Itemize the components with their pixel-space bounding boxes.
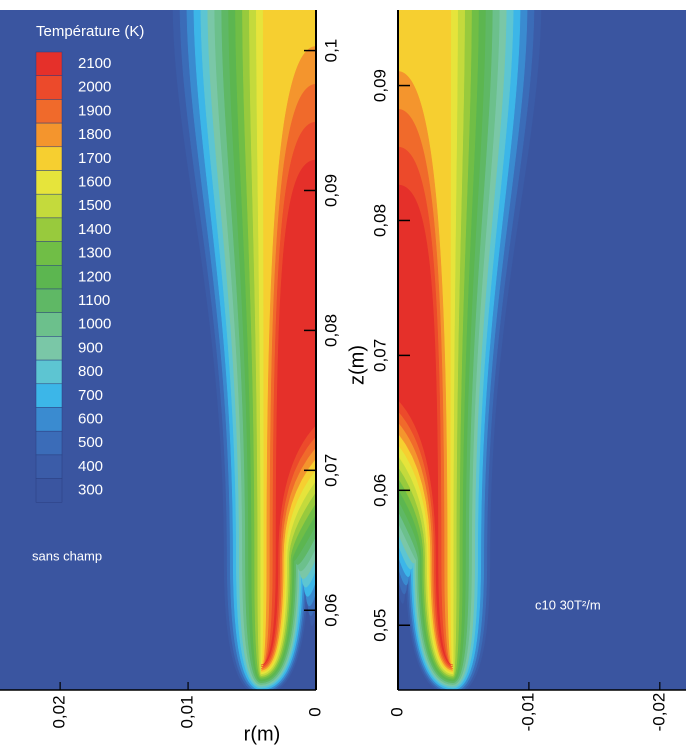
legend-swatch xyxy=(35,241,63,266)
y-axis-label: z(m) xyxy=(346,345,368,385)
y-tick-label: 0,06 xyxy=(321,594,340,627)
legend-swatch xyxy=(35,75,63,100)
legend-swatch xyxy=(35,193,63,219)
legend-title: Température (K) xyxy=(36,23,144,40)
y-tick-label: 0,08 xyxy=(370,204,389,237)
legend-swatch xyxy=(35,430,63,456)
y-tick-label: 0,06 xyxy=(370,474,389,507)
contour-level xyxy=(398,184,454,666)
legend-label: 2000 xyxy=(78,79,111,96)
legend-label: 1200 xyxy=(78,268,111,285)
legend-swatch xyxy=(35,478,63,503)
x-tick-label: 0 xyxy=(305,707,324,716)
legend-swatch xyxy=(35,336,63,361)
x-tick-label: 0 xyxy=(387,707,406,716)
y-tick-label: 0,07 xyxy=(321,454,340,487)
y-tick-label: 0,09 xyxy=(370,69,389,102)
legend-swatch xyxy=(35,265,63,290)
legend-label: 600 xyxy=(78,410,103,427)
x-tick-label: 0,02 xyxy=(50,695,69,728)
x-tick-label: 0,01 xyxy=(178,695,197,728)
legend-label: 800 xyxy=(78,363,103,380)
legend-label: 1000 xyxy=(78,316,111,333)
legend-swatch xyxy=(35,51,63,76)
legend-label: 400 xyxy=(78,458,103,475)
contour-level xyxy=(260,159,316,666)
legend-label: 700 xyxy=(78,387,103,404)
y-tick-label: 0,08 xyxy=(321,314,340,347)
legend-label: 300 xyxy=(78,482,103,499)
legend-label: 1500 xyxy=(78,197,111,214)
annotation: sans champ xyxy=(32,548,102,563)
legend-swatch xyxy=(35,359,63,385)
legend-label: 900 xyxy=(78,339,103,356)
legend-label: 1900 xyxy=(78,102,111,119)
legend-label: 500 xyxy=(78,434,103,451)
plots xyxy=(0,10,686,690)
legend-swatch xyxy=(35,146,63,171)
overlay: 0,02 0,01 0 0,1 0,09 0,08 0,07 0,06 sans champ 0 -… xyxy=(0,10,686,731)
x-axis-label: r(m) xyxy=(244,723,281,745)
legend-label: 1100 xyxy=(78,292,110,309)
contour-panel xyxy=(398,10,686,690)
legend-label: 1400 xyxy=(78,221,111,238)
y-tick-label: 0,05 xyxy=(370,609,389,642)
x-tick-label: -0,01 xyxy=(518,693,537,732)
legend-swatch xyxy=(35,288,63,313)
x-tick-label: -0,02 xyxy=(649,693,668,732)
legend-label: 2100 xyxy=(78,55,111,72)
legend-swatch xyxy=(35,122,63,148)
y-tick-label: 0,09 xyxy=(321,174,340,207)
legend-swatch xyxy=(35,407,63,432)
legend-swatch xyxy=(35,312,63,337)
legend-swatch xyxy=(35,170,63,195)
legend-label: 1800 xyxy=(78,126,111,143)
legend-label: 1700 xyxy=(78,150,111,167)
contour-panel xyxy=(0,10,316,690)
legend-label: 1300 xyxy=(78,245,111,262)
y-tick-label: 0,07 xyxy=(370,339,389,372)
legend-label: 1600 xyxy=(78,173,111,190)
annotation: c10 30T²/m xyxy=(535,597,601,612)
legend-swatch xyxy=(35,454,63,479)
legend-swatch xyxy=(35,217,63,242)
legend-swatch xyxy=(35,99,63,124)
y-tick-label: 0,1 xyxy=(321,39,340,63)
legend-swatch xyxy=(35,383,63,408)
